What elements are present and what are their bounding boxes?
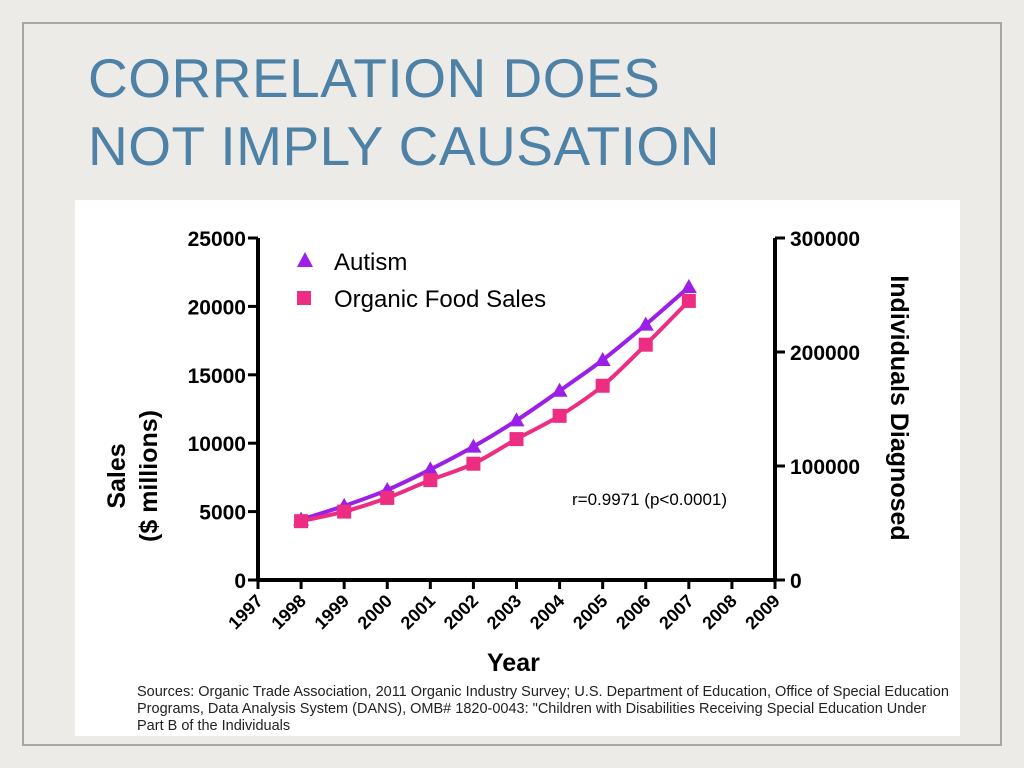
autism-data-point	[551, 382, 568, 397]
autism-data-point	[422, 461, 439, 476]
y-right-title: Individuals Diagnosed	[885, 275, 913, 540]
chart-figure: 0 5000 10000 15000 20000 25000 0 100000 200000 30…	[75, 200, 960, 736]
autism-data-point	[594, 351, 611, 366]
y-right-tick-label: 100000	[790, 456, 860, 479]
x-tick-label: 2000	[354, 591, 396, 633]
autism-data-point	[508, 412, 525, 427]
autism-data-point	[465, 438, 482, 453]
sources-note: Sources: Organic Trade Association, 2011…	[137, 684, 949, 734]
x-tick-label: 2002	[440, 591, 482, 633]
x-tick-label: 2005	[569, 591, 611, 633]
organic-series-line	[300, 299, 691, 524]
y-left-tick-label: 5000	[199, 502, 246, 525]
legend-autism-marker	[297, 252, 313, 267]
x-tick-label: 2007	[655, 591, 697, 633]
organic-data-point	[595, 378, 610, 393]
slide-title-line-1: CORRELATION DOES	[88, 47, 661, 109]
legend-organic-label: Organic Food Sales	[334, 286, 546, 313]
organic-data-point	[552, 408, 567, 423]
organic-data-point	[423, 473, 438, 488]
y-left-title-line-2: ($ millions)	[135, 410, 163, 542]
x-axis-title: Year	[487, 649, 540, 677]
organic-data-point	[294, 514, 309, 529]
y-right-tick-label: 300000	[790, 228, 860, 251]
organic-data-point	[380, 490, 395, 505]
x-tick-label: 2008	[698, 591, 740, 633]
x-tick-label: 2004	[526, 591, 568, 633]
y-left-tick-label: 0	[234, 570, 246, 593]
legend-organic-marker	[297, 291, 311, 305]
organic-data-point	[638, 337, 653, 352]
organic-data-point	[681, 293, 696, 308]
y-left-tick-label: 20000	[188, 296, 246, 319]
y-right-tick-label: 200000	[790, 342, 860, 365]
correlation-annotation: r=0.9971 (p<0.0001)	[572, 490, 727, 509]
organic-data-point	[337, 504, 352, 519]
y-right-tick-label: 0	[790, 570, 802, 593]
organic-data-point	[466, 456, 481, 471]
legend-autism-label: Autism	[334, 249, 407, 276]
x-tick-label: 2001	[397, 591, 439, 633]
slide-title: CORRELATION DOES NOT IMPLY CAUSATION	[88, 44, 968, 180]
slide-frame	[22, 22, 1002, 746]
y-left-tick-label: 15000	[188, 365, 246, 388]
autism-data-point	[637, 316, 654, 331]
y-left-title-line-1: Sales	[103, 443, 131, 508]
x-tick-label: 2003	[483, 591, 525, 633]
chart-svg: 0 5000 10000 15000 20000 25000 0 100000 200000 30…	[103, 228, 913, 677]
slide-title-line-2: NOT IMPLY CAUSATION	[88, 115, 720, 177]
y-left-tick-label: 25000	[188, 228, 246, 251]
organic-data-point	[509, 432, 524, 447]
x-tick-label: 2006	[612, 591, 654, 633]
autism-data-point	[680, 279, 697, 294]
autism-series-line	[300, 285, 691, 522]
y-left-tick-label: 10000	[188, 433, 246, 456]
x-tick-label: 1997	[224, 591, 266, 633]
x-tick-label: 1998	[267, 591, 309, 633]
x-tick-label: 2009	[741, 591, 783, 633]
x-tick-label: 1999	[311, 591, 353, 633]
